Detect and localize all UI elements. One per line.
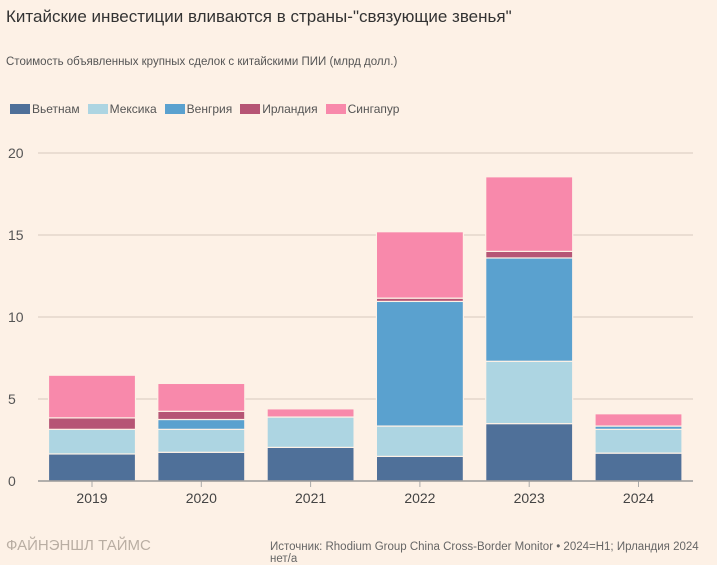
legend-label: Мексика [109, 102, 157, 116]
y-tick-label: 10 [8, 309, 24, 325]
bar-segment [594, 428, 683, 454]
y-tick-label: 5 [8, 391, 16, 407]
bar-segment [157, 382, 246, 412]
bar-segment [485, 360, 574, 425]
bar-segment [485, 250, 574, 259]
legend-swatch [87, 104, 108, 114]
legend-swatch [325, 104, 346, 114]
bar-segment [485, 176, 574, 253]
x-tick-label: 2021 [295, 490, 326, 506]
legend: Вьетнам Мексика Венгрия Ирландия Сингапур [10, 102, 399, 116]
x-tick-label: 2022 [404, 490, 435, 506]
x-tick-label: 2023 [514, 490, 545, 506]
bar-segment [157, 451, 246, 482]
legend-swatch [164, 104, 185, 114]
legend-item: Вьетнам [10, 102, 80, 116]
legend-item: Сингапур [325, 102, 400, 116]
x-tick-label: 2024 [623, 490, 654, 506]
bar-segment [594, 452, 683, 482]
bar-segment [157, 410, 246, 421]
brand-logo: ФАЙНЭНШЛ ТАЙМС [6, 537, 151, 554]
bar-segment [375, 425, 464, 457]
bar-segment [375, 300, 464, 427]
legend-swatch [10, 104, 30, 114]
bar-segment [266, 408, 355, 418]
legend-label: Венгрия [186, 102, 233, 116]
bar-segment [485, 257, 574, 362]
bar-segment [47, 374, 137, 419]
bar-segment [47, 453, 137, 482]
x-tick-label: 2020 [186, 490, 217, 506]
legend-label: Сингапур [347, 102, 400, 116]
legend-label: Вьетнам [32, 102, 80, 116]
bar-segment [266, 446, 355, 482]
bar-segment [594, 413, 683, 427]
bar-segment [266, 416, 355, 448]
y-tick-label: 20 [8, 145, 24, 161]
bar-segment [375, 231, 464, 299]
bar-segment [485, 423, 574, 482]
bar-segment [157, 428, 246, 453]
legend-item: Венгрия [164, 102, 233, 116]
x-tick-label: 2019 [76, 490, 107, 506]
legend-item: Ирландия [240, 102, 318, 116]
legend-label: Ирландия [262, 102, 318, 116]
y-tick-label: 0 [8, 473, 16, 489]
legend-item: Мексика [87, 102, 157, 116]
bar-segment [157, 418, 246, 430]
legend-swatch [240, 104, 261, 114]
bar-segment [375, 455, 464, 482]
y-tick-label: 15 [8, 227, 24, 243]
bar-segment [47, 428, 137, 455]
source-note: Источник: Rhodium Group China Cross-Bord… [270, 541, 699, 565]
bar-segment [47, 417, 137, 430]
chart-title: Китайские инвестиции вливаются в страны-… [6, 7, 512, 26]
chart-subtitle: Стоимость объявленных крупных сделок с к… [6, 56, 398, 68]
